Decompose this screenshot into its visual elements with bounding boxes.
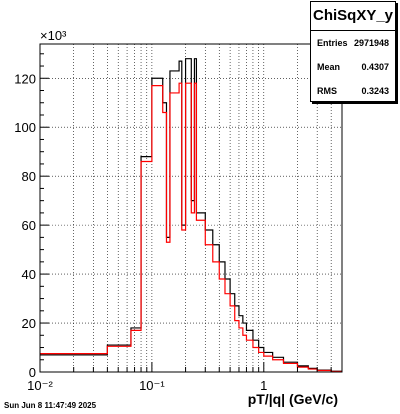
x-tick-label: 1 (260, 378, 267, 393)
stats-box: ChiSqXY_y Entries 2971948 Mean 0.4307 RM… (310, 1, 396, 102)
y-tick-label: 60 (22, 218, 36, 233)
stats-row-mean: Mean 0.4307 (311, 55, 395, 79)
stats-value: 2971948 (353, 38, 389, 48)
y-tick-label: 80 (22, 169, 36, 184)
stats-row-entries: Entries 2971948 (311, 31, 395, 55)
stats-title: ChiSqXY_y (311, 2, 395, 31)
stats-label: RMS (317, 86, 337, 96)
x-axis-label: pT/|q| (GeV/c) (248, 391, 338, 407)
x-tick-label: 10⁻¹ (139, 378, 165, 393)
y-tick-label: 120 (14, 71, 36, 86)
y-tick-label: 20 (22, 316, 36, 331)
series-group (40, 58, 342, 373)
y-tick-label: 40 (22, 267, 36, 282)
stats-row-rms: RMS 0.3243 (311, 79, 395, 103)
axis-ticks: 0 20 40 60 80 100 120 10⁻² 10⁻¹ 1 (14, 53, 343, 393)
stats-label: Entries (317, 38, 348, 48)
stats-value: 0.3243 (361, 86, 389, 96)
timestamp-footer: Sun Jun 8 11:47:49 2025 (4, 401, 97, 410)
plot-frame (39, 43, 343, 373)
stats-value: 0.4307 (361, 62, 389, 72)
y-tick-label: 100 (14, 120, 36, 135)
y-multiplier-label: ×10³ (40, 28, 67, 43)
series-line-1 (40, 82, 342, 373)
series-line-0 (40, 58, 342, 372)
x-tick-label: 10⁻² (27, 378, 53, 393)
y-tick-label: 0 (29, 365, 36, 380)
stats-label: Mean (317, 62, 341, 72)
